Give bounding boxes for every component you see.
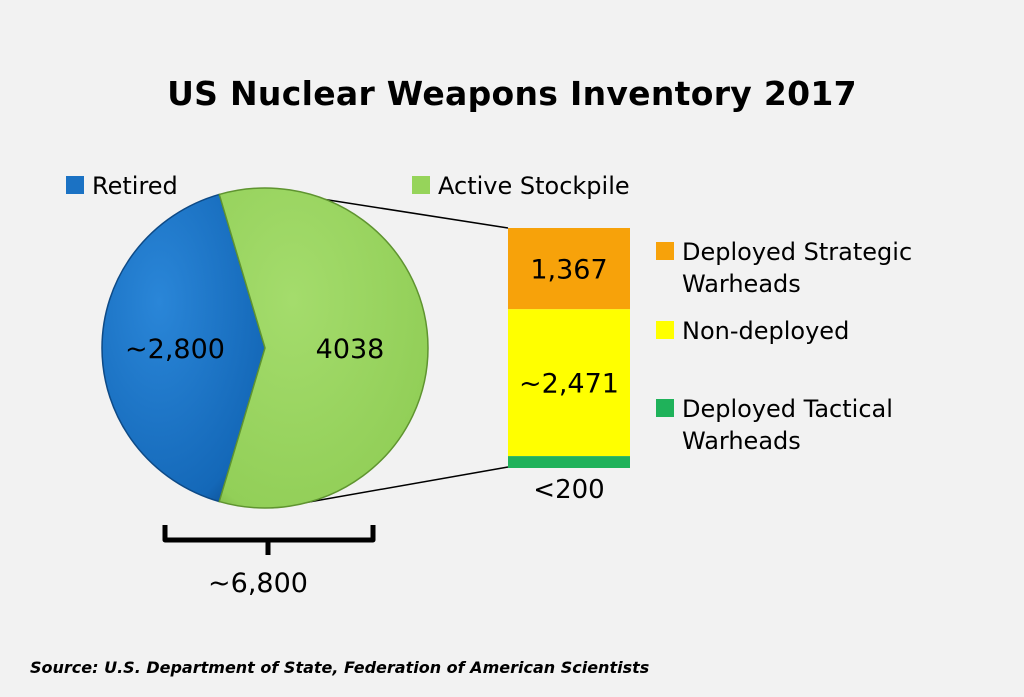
pie-slice-active-stockpile <box>218 187 429 509</box>
legend-label-deployed-tactical: Deployed Tactical Warheads <box>682 395 893 455</box>
bar-label-deployed-strategic: 1,367 <box>530 255 607 286</box>
bar-segment-deployed-strategic <box>508 228 630 310</box>
source-note: Source: U.S. Department of State, Federa… <box>30 658 650 677</box>
legend-label-deployed-strategic: Deployed Strategic Warheads <box>682 238 913 298</box>
legend-label-active-stockpile: Active Stockpile <box>438 172 630 200</box>
legend-label-retired: Retired <box>92 172 178 200</box>
pie-slice-retired <box>101 193 266 503</box>
bar-segment-non-deployed <box>508 309 630 457</box>
legend-item-retired: Retired <box>66 170 178 202</box>
legend-swatch-deployed-strategic <box>656 242 674 260</box>
legend-swatch-deployed-tactical <box>656 399 674 417</box>
legend-item-non-deployed: Non-deployed <box>656 315 849 347</box>
pie-label-retired: ~2,800 <box>125 334 225 365</box>
legend-item-active-stockpile: Active Stockpile <box>412 170 630 202</box>
total-label: ~6,800 <box>208 568 308 599</box>
legend-item-deployed-strategic: Deployed Strategic Warheads <box>656 236 912 300</box>
pie-label-active-stockpile: 4038 <box>316 334 385 365</box>
legend-swatch-active-stockpile <box>412 176 430 194</box>
bar-segment-deployed-tactical <box>508 456 630 468</box>
zoom-line-bottom <box>291 466 509 506</box>
legend-swatch-retired <box>66 176 84 194</box>
total-brace <box>162 525 376 555</box>
legend-item-deployed-tactical: Deployed Tactical Warheads <box>656 393 893 457</box>
legend-label-non-deployed: Non-deployed <box>682 317 850 345</box>
bar-label-non-deployed: ~2,471 <box>519 369 619 400</box>
bar-label-deployed-tactical: <200 <box>533 475 604 505</box>
chart-title: US Nuclear Weapons Inventory 2017 <box>167 74 857 113</box>
legend-swatch-non-deployed <box>656 321 674 339</box>
